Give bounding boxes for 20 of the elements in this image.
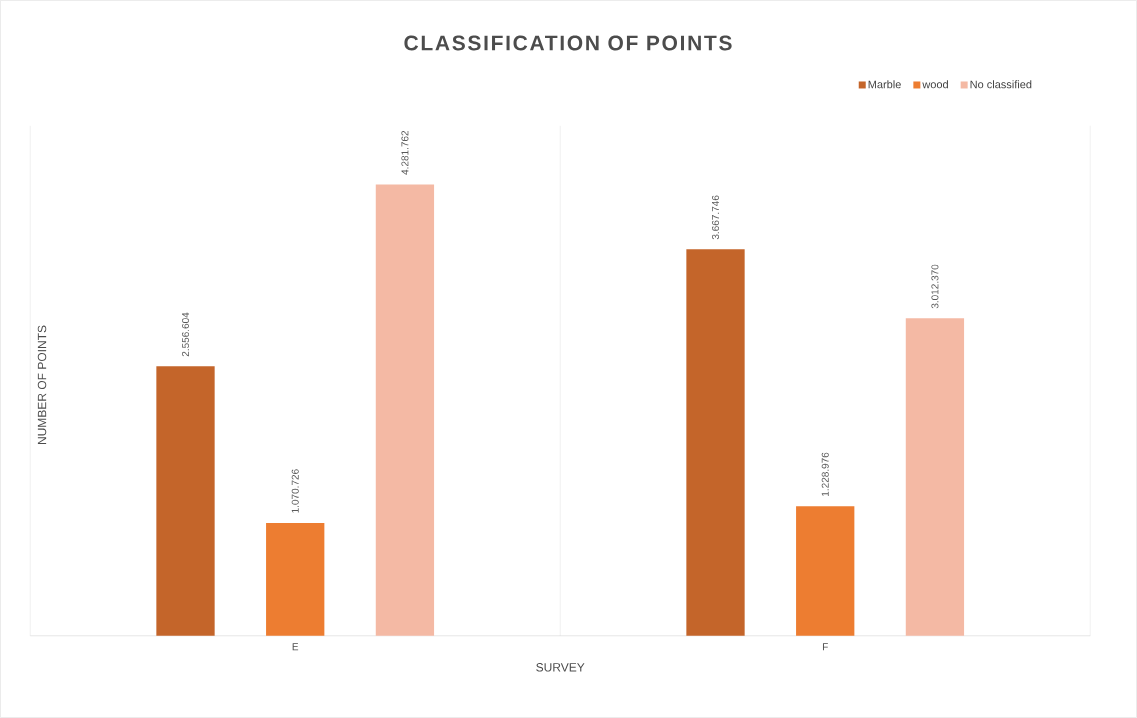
chart-title: CLASSIFICATION OF POINTS xyxy=(404,35,732,51)
x-axis-title: SURVEY xyxy=(536,663,585,672)
data-label: 2.556.604 xyxy=(181,312,190,357)
legend-label: Marble xyxy=(868,80,901,89)
data-label: 3.012.370 xyxy=(931,264,939,309)
x-tick-label: E xyxy=(292,643,299,651)
data-label: 3.667.746 xyxy=(711,195,720,240)
data-label: 1.228.976 xyxy=(821,452,829,496)
bar xyxy=(796,506,855,636)
legend-label: wood xyxy=(922,80,948,89)
legend-label: No classified xyxy=(970,80,1032,89)
y-axis-title: NUMBER OF POINTS xyxy=(37,325,47,445)
x-tick-label: F xyxy=(822,643,828,651)
bar xyxy=(905,318,965,636)
data-label: 1.070.726 xyxy=(291,469,299,513)
bar xyxy=(375,184,435,636)
bar xyxy=(266,522,325,636)
bar xyxy=(156,366,215,636)
data-label: 4.281.762 xyxy=(401,130,409,175)
bar xyxy=(686,249,745,636)
